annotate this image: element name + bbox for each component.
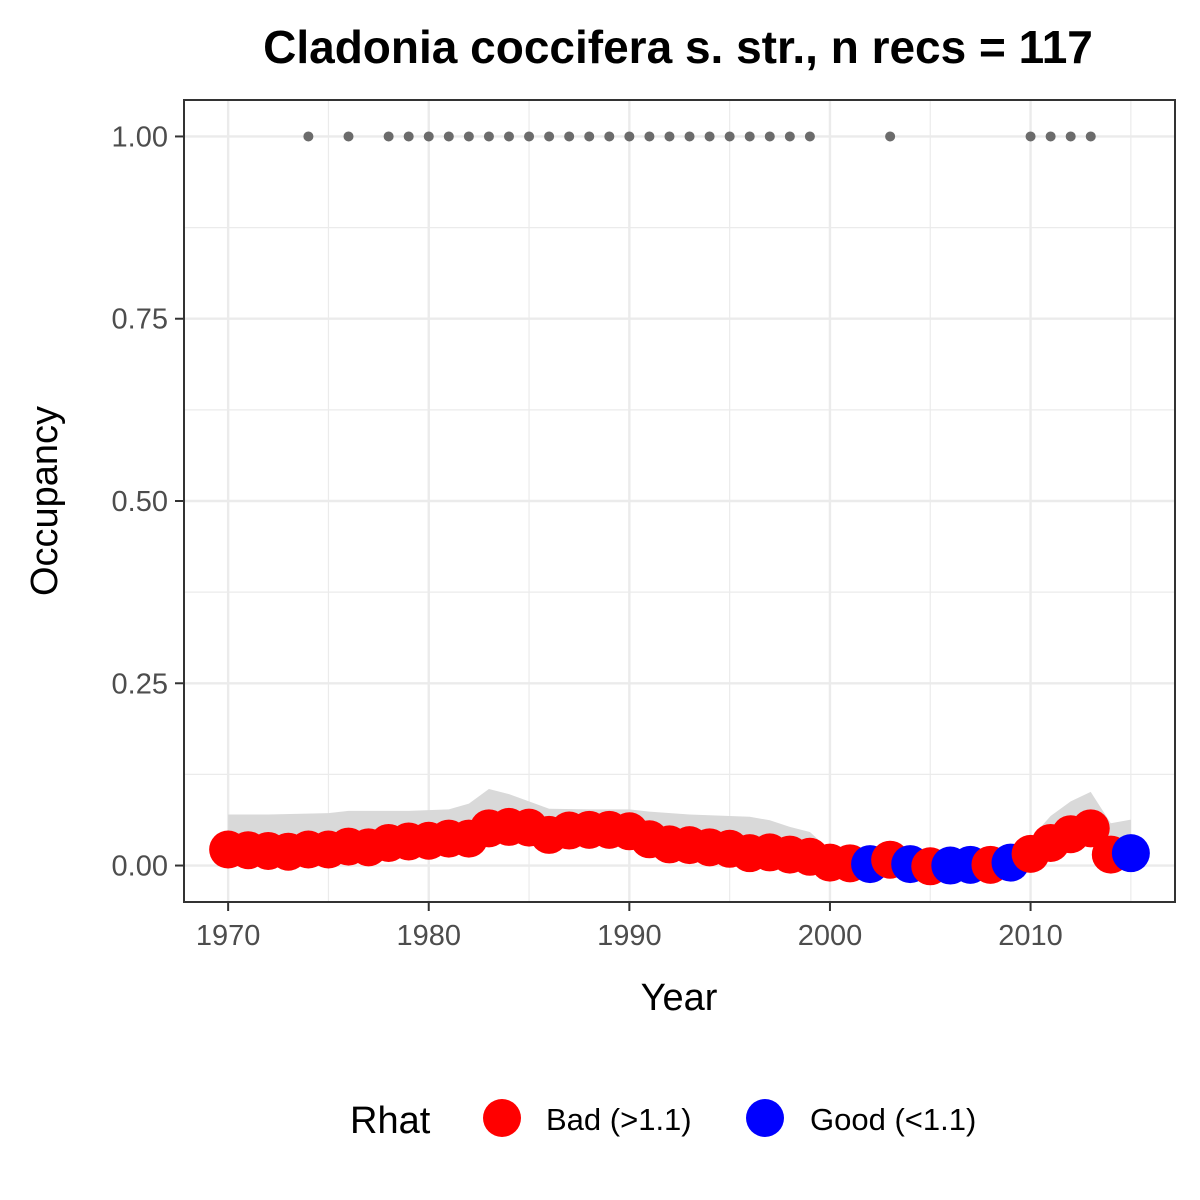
record-point <box>503 131 514 142</box>
chart-title: Cladonia coccifera s. str., n recs = 117 <box>263 21 1093 73</box>
record-point <box>784 131 795 142</box>
x-axis-title: Year <box>641 977 718 1019</box>
y-axis-title: Occupancy <box>24 406 66 596</box>
legend-swatch-good <box>746 1099 784 1137</box>
occupancy-points <box>209 807 1150 886</box>
x-tick-label: 1970 <box>196 920 261 952</box>
record-point <box>764 131 775 142</box>
record-point <box>724 131 735 142</box>
x-axis: 1970 1980 1990 2000 2010 <box>196 902 1063 952</box>
record-point <box>423 131 434 142</box>
legend-swatch-bad <box>483 1099 521 1137</box>
x-tick-label: 2000 <box>798 920 863 952</box>
record-point <box>443 131 454 142</box>
x-tick-label: 2010 <box>998 920 1063 952</box>
x-tick-label: 1990 <box>597 920 662 952</box>
occupancy-point-2013 <box>1071 809 1110 848</box>
y-tick-label: 0.50 <box>112 486 168 518</box>
record-point <box>644 131 655 142</box>
y-tick-label: 0.25 <box>112 668 168 700</box>
record-point <box>524 131 535 142</box>
record-point <box>1085 131 1096 142</box>
legend-title: Rhat <box>350 1100 431 1142</box>
record-point <box>1045 131 1056 142</box>
record-point <box>744 131 755 142</box>
record-point <box>704 131 715 142</box>
record-point <box>343 131 354 142</box>
record-point <box>483 131 494 142</box>
record-point <box>684 131 695 142</box>
record-point <box>564 131 575 142</box>
occupancy-point-2015 <box>1111 834 1150 873</box>
record-point <box>383 131 394 142</box>
record-point <box>303 131 314 142</box>
record-point <box>584 131 595 142</box>
y-axis: 0.00 0.25 0.50 0.75 1.00 <box>112 121 184 883</box>
y-tick-label: 0.00 <box>112 851 168 883</box>
y-tick-label: 1.00 <box>112 121 168 153</box>
record-point <box>804 131 815 142</box>
record-points <box>303 131 1096 142</box>
legend: Rhat Bad (>1.1) Good (<1.1) <box>350 1099 976 1142</box>
legend-label-good: Good (<1.1) <box>810 1102 976 1137</box>
record-point <box>1065 131 1076 142</box>
record-point <box>403 131 414 142</box>
record-point <box>463 131 474 142</box>
record-point <box>885 131 896 142</box>
legend-label-bad: Bad (>1.1) <box>546 1102 692 1137</box>
record-point <box>1025 131 1036 142</box>
y-tick-label: 0.75 <box>112 304 168 336</box>
record-point <box>664 131 675 142</box>
x-tick-label: 1980 <box>396 920 461 952</box>
record-point <box>604 131 615 142</box>
record-point <box>544 131 555 142</box>
record-point <box>624 131 635 142</box>
